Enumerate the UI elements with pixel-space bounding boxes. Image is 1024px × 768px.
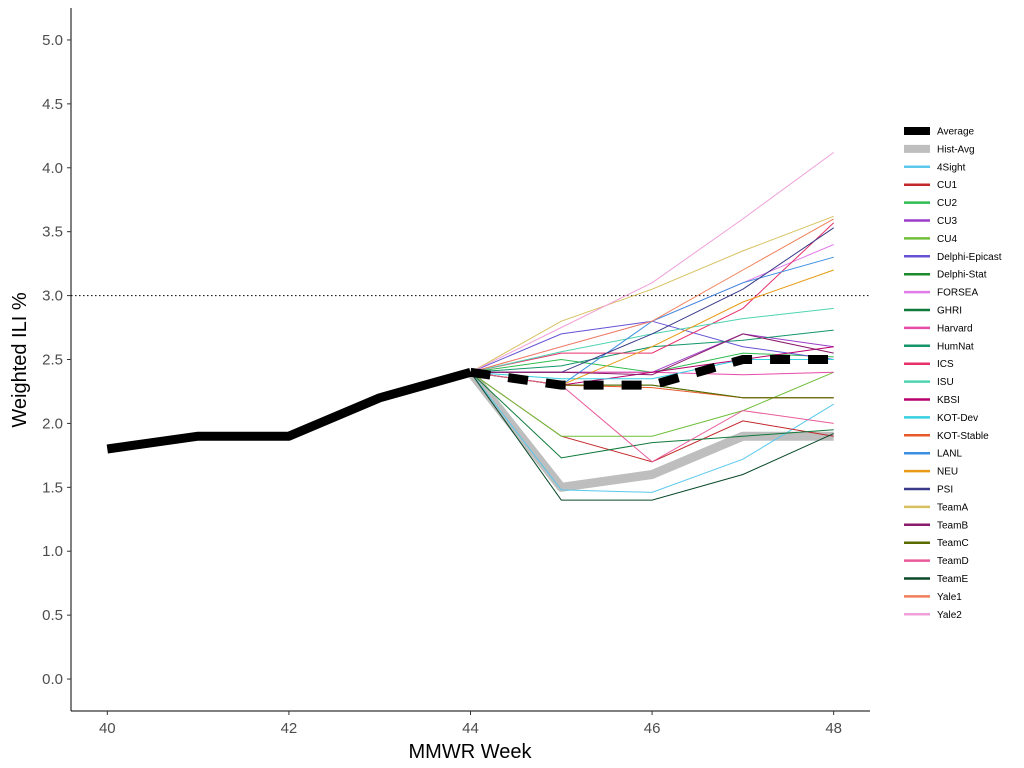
series-line-average bbox=[469, 355, 834, 390]
legend-label: TeamE bbox=[937, 574, 968, 585]
legend-label: FORSEA bbox=[937, 288, 978, 299]
x-axis: 40 42 44 46 48 bbox=[71, 710, 870, 737]
legend-label: Yale1 bbox=[937, 592, 962, 603]
observed-line bbox=[106, 367, 472, 454]
legend: Average Hist-Avg 4Sight CU1 CU2 CU3 CU4 Delphi-… bbox=[904, 127, 1002, 621]
legend-label: TeamB bbox=[937, 520, 968, 531]
legend-label: LANL bbox=[937, 449, 962, 460]
series-line-yale2 bbox=[470, 151, 834, 373]
y-tick-label: 1.5 bbox=[42, 479, 63, 496]
legend-label: CU4 bbox=[937, 234, 957, 245]
x-tick-label: 46 bbox=[644, 720, 661, 737]
y-tick-label: 0.0 bbox=[42, 671, 63, 688]
series-line-teamd bbox=[470, 371, 834, 463]
x-tick-label: 48 bbox=[825, 720, 842, 737]
series-line-4sight bbox=[470, 371, 834, 493]
series-line-neu bbox=[470, 269, 834, 386]
y-tick-label: 4.0 bbox=[42, 160, 63, 177]
legend-label: KOT-Stable bbox=[937, 431, 989, 442]
legend-label: Delphi-Stat bbox=[937, 270, 987, 281]
legend-label: PSI bbox=[937, 485, 953, 496]
legend-label: Yale2 bbox=[937, 610, 962, 621]
legend-label: KOT-Dev bbox=[937, 413, 978, 424]
x-tick-label: 44 bbox=[462, 720, 479, 737]
series-line-ics bbox=[470, 222, 835, 373]
y-tick-label: 0.5 bbox=[42, 607, 63, 624]
legend-label: CU1 bbox=[937, 180, 957, 191]
legend-label: TeamD bbox=[937, 556, 969, 567]
y-tick-label: 2.5 bbox=[42, 352, 63, 369]
legend-label: ICS bbox=[937, 359, 954, 370]
y-axis-title: Weighted ILI % bbox=[9, 292, 31, 427]
x-tick-label: 40 bbox=[99, 720, 116, 737]
y-tick-label: 2.0 bbox=[42, 415, 63, 432]
y-axis: 0.0 0.5 1.0 1.5 2.0 2.5 3.0 3.5 4.0 4.5 5.0 bbox=[42, 8, 72, 711]
series-line-teama bbox=[470, 215, 834, 373]
x-axis-title: MMWR Week bbox=[409, 741, 533, 763]
legend-label: Average bbox=[937, 127, 975, 138]
y-tick-label: 1.0 bbox=[42, 543, 63, 560]
legend-label: Delphi-Epicast bbox=[937, 252, 1002, 263]
x-tick-label: 42 bbox=[281, 720, 298, 737]
y-tick-label: 3.0 bbox=[42, 288, 63, 305]
legend-label: ISU bbox=[937, 377, 954, 388]
y-tick-label: 5.0 bbox=[42, 32, 63, 49]
series-line-ghri bbox=[470, 371, 834, 459]
legend-label: GHRI bbox=[937, 306, 962, 317]
plot-area bbox=[71, 151, 870, 501]
series-line-yale1 bbox=[470, 218, 834, 373]
series-line-teamb bbox=[470, 333, 834, 376]
legend-label: KBSI bbox=[937, 395, 960, 406]
series-line-humnat bbox=[470, 329, 834, 373]
y-tick-label: 3.5 bbox=[42, 224, 63, 241]
legend-label: TeamC bbox=[937, 538, 969, 549]
legend-label: CU2 bbox=[937, 198, 957, 209]
series-line-hist-avg bbox=[466, 369, 834, 492]
legend-label: Hist-Avg bbox=[937, 144, 975, 155]
legend-label: Harvard bbox=[937, 323, 973, 334]
legend-label: 4Sight bbox=[937, 162, 966, 173]
series-line-teame bbox=[470, 372, 834, 501]
legend-label: TeamA bbox=[937, 502, 968, 513]
legend-label: NEU bbox=[937, 467, 958, 478]
y-tick-label: 4.5 bbox=[42, 96, 63, 113]
legend-label: CU3 bbox=[937, 216, 957, 227]
legend-label: HumNat bbox=[937, 341, 974, 352]
